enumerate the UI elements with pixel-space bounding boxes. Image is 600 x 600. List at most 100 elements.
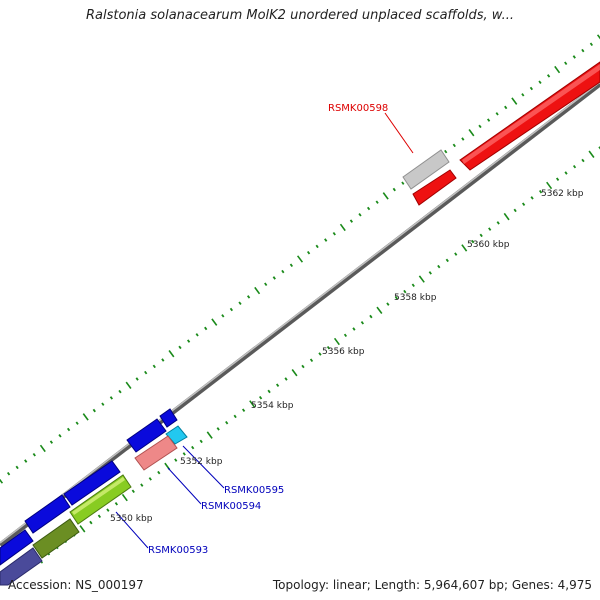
major-tick: [254, 286, 261, 295]
minor-tick: [349, 219, 354, 223]
minor-tick: [366, 206, 371, 211]
minor-tick: [471, 239, 475, 244]
gene-blue-4[interactable]: [24, 494, 71, 534]
gene-label-rsmk00598[interactable]: RSMK00598: [328, 103, 388, 114]
minor-tick: [538, 189, 543, 194]
minor-tick: [411, 283, 415, 288]
minor-tick: [555, 177, 560, 181]
scale-label-5352: 5352 kbp: [180, 457, 223, 467]
gene-blue-1[interactable]: [126, 418, 167, 453]
map-title: Ralstonia solanacearum MolK2 unordered u…: [85, 8, 514, 23]
minor-tick: [114, 502, 119, 506]
gene-blue-5[interactable]: [0, 529, 34, 566]
minor-tick: [174, 458, 178, 462]
minor-tick: [598, 146, 600, 150]
minor-tick: [496, 221, 500, 225]
minor-tick: [572, 55, 576, 59]
gene-label-rsmk00595[interactable]: RSMK00595: [224, 485, 284, 496]
minor-tick: [272, 276, 276, 280]
minor-tick: [92, 408, 96, 413]
minor-tick: [315, 244, 319, 249]
gene-olive[interactable]: [32, 518, 80, 559]
minor-tick: [358, 213, 362, 217]
minor-tick: [24, 459, 28, 463]
minor-tick: [521, 202, 526, 206]
minor-tick: [182, 452, 186, 456]
minor-tick: [564, 61, 568, 66]
minor-tick: [445, 258, 449, 263]
gene-gray-rsmk00598[interactable]: [402, 149, 450, 190]
tick-row-upper: [0, 34, 600, 484]
minor-tick: [6, 471, 11, 476]
minor-tick: [32, 452, 36, 457]
major-tick: [291, 369, 298, 377]
minor-tick: [241, 408, 246, 412]
minor-tick: [118, 389, 122, 394]
genome-backbone: [0, 81, 600, 547]
minor-tick: [444, 149, 448, 154]
minor-tick: [306, 250, 311, 255]
gene-blue-3[interactable]: [63, 460, 121, 506]
callout-rsmk00594[interactable]: RSMK00594: [167, 467, 261, 512]
minor-tick: [246, 295, 251, 299]
minor-tick: [144, 370, 148, 375]
status-footer: Accession: NS_000197 Topology: linear; L…: [0, 570, 600, 600]
minor-tick: [369, 314, 373, 319]
gene-pink-rsmk00594[interactable]: [134, 435, 178, 471]
minor-tick: [204, 326, 208, 331]
gene-green-rsmk00593[interactable]: [69, 474, 132, 525]
accession-text: Accession: NS_000197: [8, 578, 144, 592]
gene-red-large[interactable]: [459, 61, 600, 171]
minor-tick: [332, 231, 336, 236]
minor-tick: [589, 42, 594, 47]
gene-blue-2[interactable]: [159, 408, 178, 428]
minor-tick: [238, 301, 242, 305]
gene-slate[interactable]: [0, 547, 43, 586]
minor-tick: [275, 383, 280, 387]
minor-tick: [101, 402, 105, 406]
scale-label-5354: 5354 kbp: [251, 401, 294, 411]
minor-tick: [148, 477, 152, 481]
major-tick: [249, 400, 256, 408]
minor-tick: [58, 434, 62, 438]
scale-label-5360: 5360 kbp: [467, 240, 510, 250]
callout-rsmk00595[interactable]: RSMK00595: [182, 445, 284, 496]
gene-red-small[interactable]: [412, 169, 457, 206]
minor-tick: [109, 396, 114, 400]
genome-summary-text: Topology: linear; Length: 5,964,607 bp; …: [272, 578, 592, 592]
minor-tick: [161, 358, 165, 362]
minor-tick: [284, 377, 288, 381]
major-tick: [296, 255, 304, 263]
callout-rsmk00598[interactable]: RSMK00598: [328, 103, 414, 154]
minor-tick: [403, 289, 407, 294]
major-tick: [339, 223, 346, 232]
minor-tick: [452, 143, 456, 148]
minor-tick: [428, 271, 432, 275]
minor-tick: [281, 269, 285, 274]
minor-tick: [75, 421, 79, 425]
minor-tick: [97, 514, 102, 519]
callout-rsmk00593[interactable]: RSMK00593: [115, 511, 208, 556]
minor-tick: [199, 439, 203, 444]
minor-tick: [66, 427, 71, 432]
minor-tick: [191, 445, 195, 450]
minor-tick: [131, 489, 135, 494]
major-tick: [79, 525, 86, 533]
scale-label-5358: 5358 kbp: [394, 293, 437, 303]
major-tick: [554, 65, 561, 74]
scale-label-5350: 5350 kbp: [110, 514, 153, 524]
major-tick: [418, 275, 425, 283]
major-tick: [82, 413, 89, 421]
minor-tick: [89, 520, 93, 525]
minor-tick: [360, 321, 365, 325]
major-tick: [511, 97, 518, 105]
minor-tick: [461, 137, 465, 141]
minor-tick: [178, 345, 182, 350]
gene-label-rsmk00594[interactable]: RSMK00594: [201, 501, 261, 512]
minor-tick: [521, 93, 525, 97]
minor-tick: [221, 314, 225, 318]
minor-tick: [216, 427, 220, 431]
major-tick: [121, 493, 128, 502]
gene-label-rsmk00593[interactable]: RSMK00593: [148, 545, 208, 556]
